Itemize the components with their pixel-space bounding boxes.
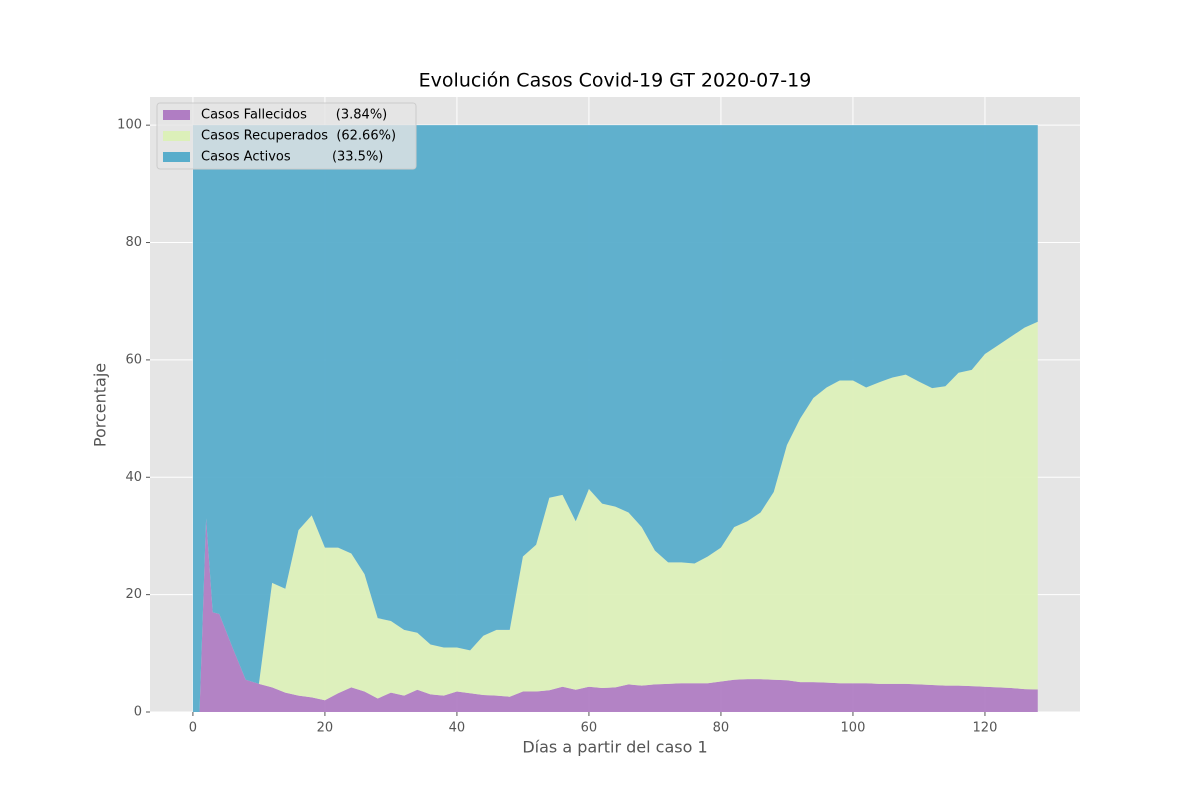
y-tick-label: 0: [134, 705, 142, 720]
y-tick-label: 40: [125, 470, 142, 485]
x-tick-label: 20: [317, 721, 334, 736]
x-tick-label: 40: [449, 721, 466, 736]
areas: [192, 125, 1038, 712]
legend-swatch: [163, 131, 190, 141]
area: [192, 321, 1038, 712]
y-axis-label: Porcentaje: [91, 363, 110, 447]
legend-label: Casos Activos (33.5%): [201, 150, 383, 165]
x-tick-label: 60: [581, 721, 598, 736]
chart-title: Evolución Casos Covid-19 GT 2020-07-19: [419, 70, 812, 92]
legend: Casos Fallecidos (3.84%) Casos Recuperado…: [156, 102, 417, 170]
y-tick-label: 60: [125, 352, 142, 367]
legend-swatch: [163, 152, 190, 162]
area: [192, 518, 1038, 712]
legend-box: [156, 102, 417, 170]
y-tick-label: 20: [125, 587, 142, 602]
x-axis-label: Días a partir del caso 1: [522, 738, 707, 757]
legend-label: Casos Recuperados (62.66%): [201, 129, 396, 144]
legend-swatch: [163, 110, 190, 120]
x-tick-label: 100: [841, 721, 866, 736]
y-tick-label: 80: [125, 235, 142, 250]
y-tick-label: 100: [117, 118, 142, 133]
x-tick-label: 80: [713, 721, 730, 736]
area: [192, 125, 1038, 712]
x-tick-label: 0: [189, 721, 197, 736]
legend-label: Casos Fallecidos (3.84%): [201, 108, 387, 123]
x-tick-label: 120: [973, 721, 998, 736]
